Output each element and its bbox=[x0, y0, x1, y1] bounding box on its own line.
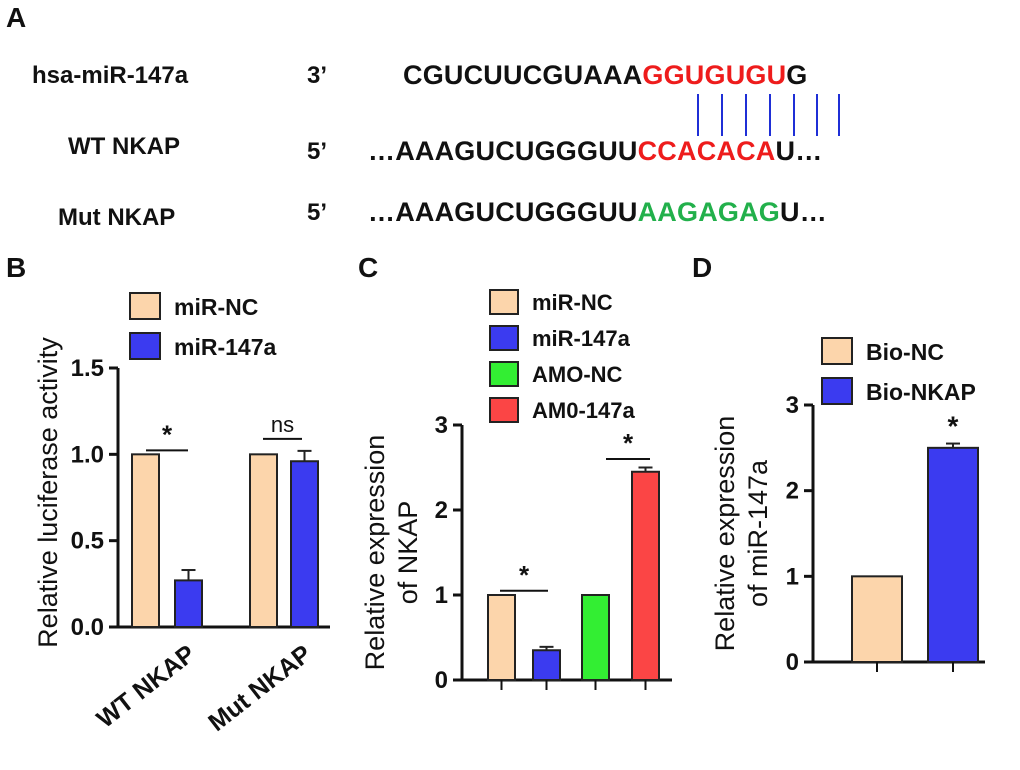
x-category-label: WT NKAP bbox=[92, 640, 201, 734]
mirna-seed: GGUGUGU bbox=[642, 60, 787, 90]
legend-swatch bbox=[489, 325, 519, 351]
y-axis-label-line: of NKAP bbox=[393, 501, 423, 605]
y-tick-label: 3 bbox=[786, 392, 799, 419]
panel-label-a: A bbox=[6, 2, 27, 33]
legend-swatch bbox=[489, 361, 519, 387]
legend-label: AMO-NC bbox=[532, 362, 623, 387]
y-tick-label: 1 bbox=[435, 582, 448, 609]
mut-direction: 5’ bbox=[307, 199, 328, 226]
legend-label: miR-147a bbox=[532, 326, 631, 351]
bar bbox=[532, 649, 561, 681]
bar bbox=[927, 446, 979, 664]
y-tick-label: 2 bbox=[786, 478, 799, 505]
significance-label: * bbox=[948, 411, 959, 442]
legend-swatch bbox=[129, 292, 161, 320]
y-tick-label: 0 bbox=[786, 649, 799, 676]
y-axis-label-line: of miR-147a bbox=[743, 459, 773, 607]
y-tick-label: 1 bbox=[786, 563, 799, 590]
mut-prefix: …AAAGUCUGGGUU bbox=[368, 197, 638, 227]
legend-label: miR-NC bbox=[174, 294, 258, 320]
legend-label: Bio-NC bbox=[866, 339, 944, 365]
y-tick-label: 1.5 bbox=[71, 355, 104, 382]
bar bbox=[131, 453, 160, 629]
mirna-prefix: CGUCUUCGUAAA bbox=[403, 60, 643, 90]
wt-suffix: U… bbox=[775, 136, 823, 166]
base-pair-line bbox=[745, 94, 747, 136]
y-tick-label: 0.0 bbox=[71, 614, 104, 641]
mirna-suffix: G bbox=[786, 60, 808, 90]
y-tick-label: 1.0 bbox=[71, 441, 104, 468]
legend-label: Bio-NKAP bbox=[866, 379, 976, 405]
bar bbox=[851, 575, 903, 663]
bar bbox=[174, 579, 203, 629]
panel-label-c: C bbox=[358, 252, 379, 283]
base-pair-line bbox=[721, 94, 723, 136]
wt-sequence: …AAAGUCUGGGUUCCACACAU… bbox=[368, 136, 822, 167]
significance-label: * bbox=[519, 560, 530, 590]
mut-site: AAGAGAG bbox=[637, 197, 781, 227]
significance-label: * bbox=[162, 419, 173, 449]
legend-label: miR-NC bbox=[532, 290, 613, 315]
legend-label: miR-147a bbox=[174, 334, 276, 360]
mirna-label: hsa-miR-147a bbox=[32, 62, 189, 89]
wt-label: WT NKAP bbox=[68, 133, 180, 160]
bar bbox=[290, 460, 319, 628]
legend-swatch bbox=[489, 289, 519, 315]
y-axis-label-line: Relative luciferase activity bbox=[33, 337, 63, 648]
mut-suffix: U… bbox=[780, 197, 827, 227]
y-axis-label: Relative expression of NKAP bbox=[360, 435, 423, 671]
legend-label: AM0-147a bbox=[532, 398, 635, 423]
bar bbox=[581, 594, 610, 681]
base-pair-line bbox=[769, 94, 771, 136]
bar bbox=[631, 470, 660, 681]
significance-label: * bbox=[623, 428, 634, 458]
wt-site: CCACACA bbox=[637, 136, 776, 166]
bar bbox=[487, 594, 516, 681]
y-axis-label-line: Relative expression bbox=[710, 416, 740, 652]
x-category-label: Mut NKAP bbox=[203, 640, 317, 737]
legend-swatch bbox=[821, 337, 853, 365]
base-pair-line bbox=[838, 94, 840, 136]
mirna-sequence: CGUCUUCGUAAAGGUGUGUG bbox=[403, 60, 808, 91]
mut-sequence: …AAAGUCUGGGUUAAGAGAGU… bbox=[368, 197, 827, 228]
bar bbox=[249, 453, 278, 629]
y-tick-label: 0.5 bbox=[71, 528, 104, 555]
panel-label-d: D bbox=[692, 252, 713, 283]
base-pair-line bbox=[697, 94, 699, 136]
legend-swatch bbox=[821, 377, 853, 405]
base-pair-line bbox=[816, 94, 818, 136]
legend-swatch bbox=[489, 397, 519, 423]
y-axis-label: Relative expression of miR-147a bbox=[710, 416, 773, 652]
y-tick-label: 3 bbox=[435, 412, 448, 439]
y-axis-label-line: Relative expression bbox=[360, 435, 390, 671]
wt-direction: 5’ bbox=[307, 138, 328, 165]
significance-label: ns bbox=[271, 412, 294, 437]
mut-label: Mut NKAP bbox=[58, 204, 176, 231]
base-pair-line bbox=[793, 94, 795, 136]
mirna-direction: 3’ bbox=[307, 62, 328, 89]
wt-prefix: …AAAGUCUGGGUU bbox=[368, 136, 638, 166]
y-axis-label: Relative luciferase activity bbox=[33, 337, 63, 648]
panel-label-b: B bbox=[6, 252, 27, 283]
y-tick-label: 0 bbox=[435, 667, 448, 694]
legend-swatch bbox=[129, 332, 161, 360]
y-tick-label: 2 bbox=[435, 497, 448, 524]
